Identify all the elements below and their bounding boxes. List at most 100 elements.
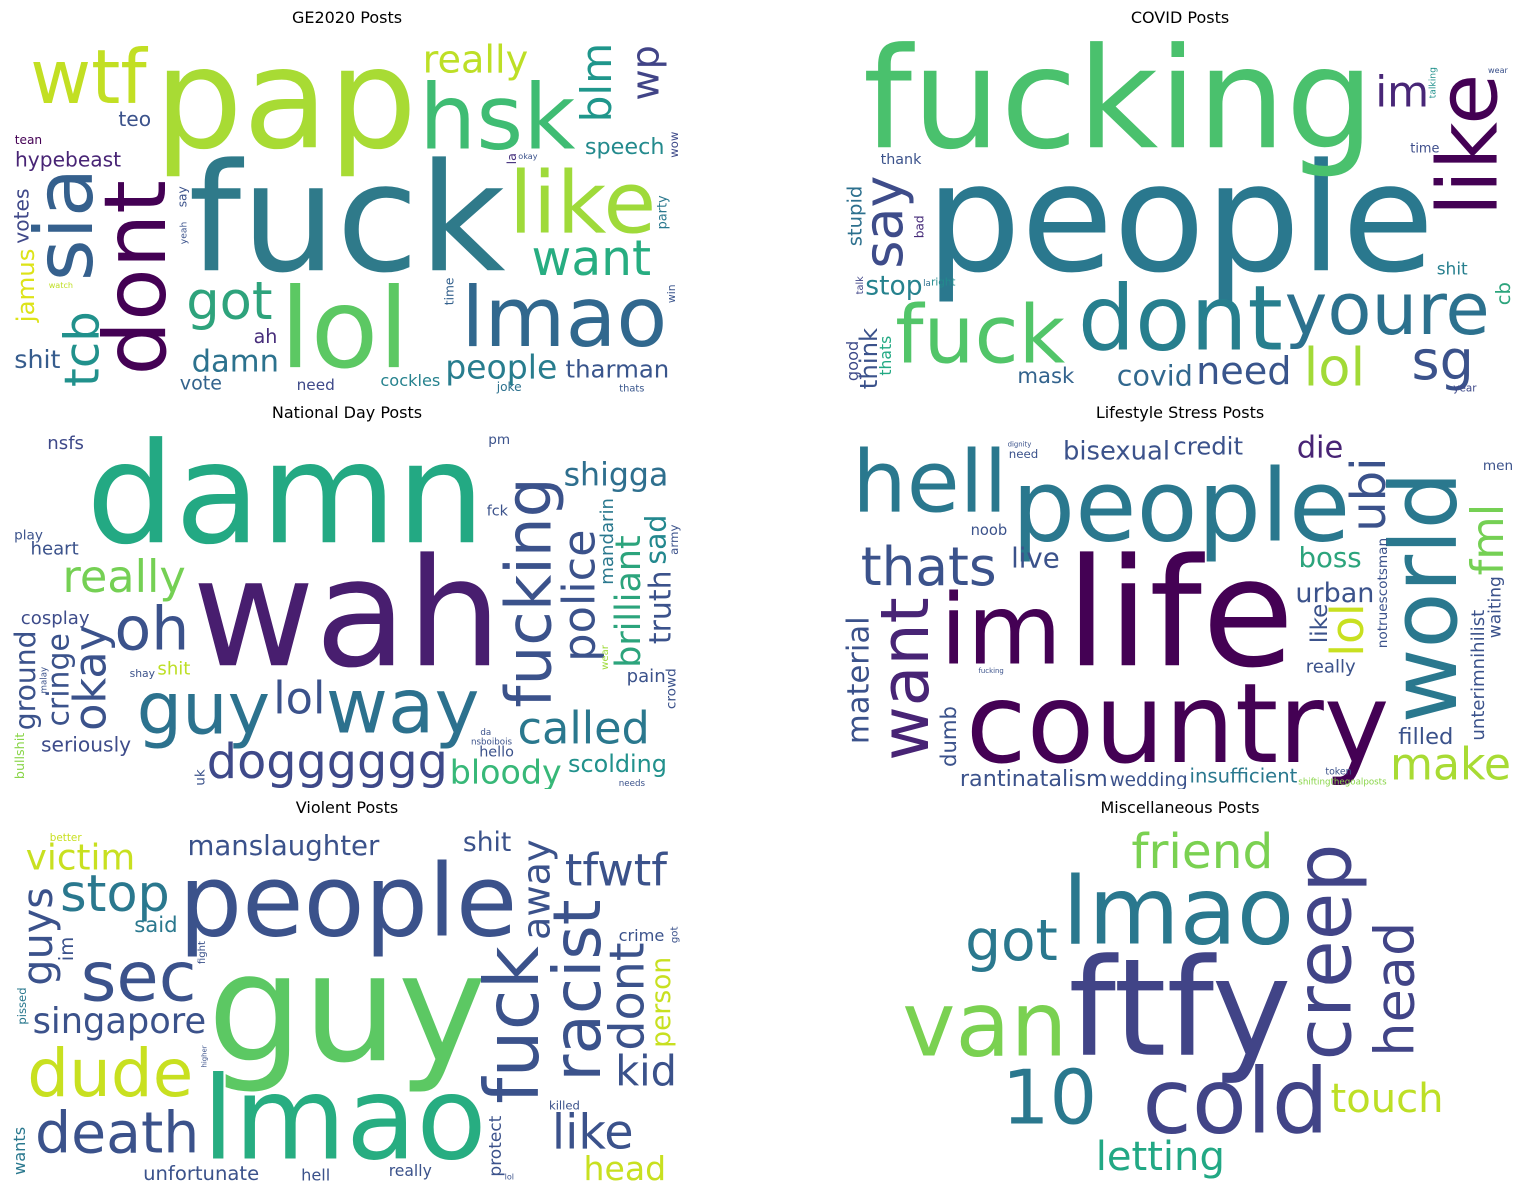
word-uk: uk [193,769,209,786]
word-stupid: stupid [845,186,866,247]
word-people: people [445,347,557,386]
word-world: world [1371,471,1478,723]
word-im: im [55,937,78,962]
word-jamus: jamus [12,249,40,324]
word-hell: hell [301,1165,330,1184]
word-person: person [646,957,677,1048]
word-lol: lol [1304,338,1366,394]
word-pm: pm [488,432,510,448]
word-im: im [1375,68,1429,118]
word-head: head [584,1149,667,1184]
word-lmao: lmao [202,1053,487,1185]
word-party: party [655,195,670,229]
word-rantinatalism: rantinatalism [960,766,1108,789]
word-fck: fck [487,504,509,520]
chart-title: GE2020 Posts [291,8,403,27]
word-letting: letting [1096,1134,1225,1180]
word-shit: shit [463,827,511,858]
word-urban: urban [1295,578,1374,609]
word-la: la [504,153,519,164]
word-ah: ah [254,325,278,348]
chart-title: Violent Posts [295,798,399,817]
word-like: like [509,153,656,253]
word-van: van [902,973,1067,1077]
word-lol: lol [505,1171,514,1181]
word-touch: touch [1331,1076,1444,1122]
word-cold: cold [1142,1051,1328,1155]
word-singapore: singapore [33,1001,207,1042]
word-damn: damn [86,431,485,575]
word-waiting: waiting [1485,576,1505,638]
word-make: make [1390,740,1511,789]
word-unfortunate: unfortunate [143,1162,259,1184]
word-insufficient: insufficient [1190,765,1298,788]
word-guy: guy [137,666,271,750]
word-army: army [667,525,681,555]
word-shit: shit [14,345,60,374]
word-life: life [1066,527,1294,701]
word-thats: thats [877,336,895,376]
word-guys: guys [14,887,62,986]
word-shit: shit [1437,259,1468,279]
word-heart: heart [31,539,79,560]
word-play: play [14,528,43,544]
word-damn: damn [192,345,279,380]
wordcloud-panel-national-day: National Day Posts wah damn way guy fucking o… [12,403,682,791]
word-hypebeast: hypebeast [15,147,121,171]
word-creep: creep [1279,843,1369,1060]
word-time: time [1410,142,1439,157]
word-boss: boss [1299,541,1362,574]
word-fuck: fuck [469,946,556,1104]
word-better: better [50,832,83,844]
word-right: right [931,276,955,288]
word-lol: lol [1321,603,1374,656]
word-joke: joke [496,380,522,394]
word-guy: guy [208,922,487,1096]
word-crime: crime [619,926,665,945]
word-got: got [965,908,1058,974]
chart-title: Lifestyle Stress Posts [1095,403,1265,422]
word-shay: shay [130,667,156,680]
word-covid: covid [1117,359,1193,392]
word-people: people [926,132,1434,306]
word-sad: sad [640,515,673,565]
word-unterimnihilist: unterimnihilist [1468,610,1489,741]
chart-title: National Day Posts [271,403,423,422]
word-nsboibois: nsboibois [471,738,513,748]
word-fucking: fucking [979,667,1004,675]
word-fight: fight [197,941,208,964]
word-dont: dont [86,180,186,375]
word-sg: sg [1412,329,1474,392]
word-need: need [1196,350,1291,394]
word-okay: okay [518,151,537,161]
word-needs: needs [619,779,646,789]
word-shit: shit [157,658,190,679]
word-wp: wp [624,45,668,100]
word-bisexual: bisexual [1063,436,1170,466]
chart-title: COVID Posts [1130,8,1230,27]
word-okay: okay [65,625,117,731]
word-lol: lol [273,672,325,724]
word-got: got [670,927,681,944]
word-victim: victim [26,838,135,879]
wordcloud-panel-miscellaneous: Miscellaneous Posts ftfy lmao cold van creep… [845,798,1515,1186]
word-teo: teo [118,107,151,131]
word-killed: killed [549,1099,580,1113]
word-shiftingthegoalposts: shiftingthegoalposts [1298,778,1387,788]
word-win: win [665,284,678,303]
word-dignity: dignity [1008,440,1032,448]
word-need: need [1009,447,1038,461]
word-pap: pap [154,36,417,180]
word-watch: watch [49,280,73,290]
word-dogggggg: dogggggg [207,735,448,789]
word-noob: noob [971,522,1008,539]
word-fuck: fuck [188,132,505,306]
word-notruescotsman: notruescotsman [1375,538,1391,648]
word-say: say [852,176,915,269]
word-people: people [1012,448,1351,565]
word-lmao: lmao [1062,857,1294,966]
word-head: head [1364,922,1427,1057]
word-tcb: tcb [55,311,111,387]
